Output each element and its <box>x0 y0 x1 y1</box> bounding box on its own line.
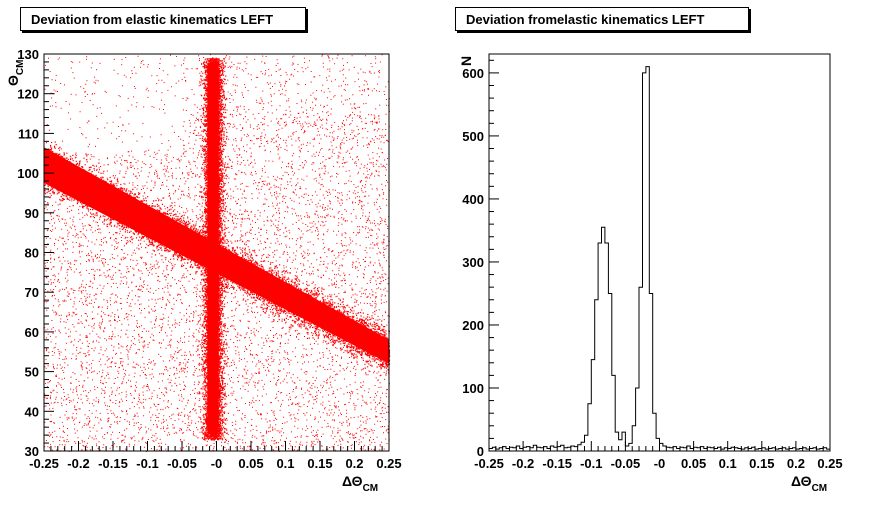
scatter-y-tick-label: 30 <box>25 444 39 459</box>
scatter-y-tick-label: 60 <box>25 325 39 340</box>
scatter-y-tick-label: 80 <box>25 246 39 261</box>
scatter-y-tick-label: 70 <box>25 285 39 300</box>
histogram-x-axis-label: ΔΘCM <box>791 473 827 494</box>
scatter-y-tick-label: 130 <box>17 47 39 62</box>
right-chart-title: Deviation fromelastic kinematics LEFT <box>455 7 749 31</box>
histogram-y-tick-label: 0 <box>477 444 484 459</box>
histogram-frame <box>488 53 831 452</box>
histogram-x-tick-label: 0.25 <box>817 456 842 471</box>
scatter-axes: -0.25 -0.2 -0.15 -0.1 -0.05 -0 0.05 0.1 0.15 0.2 0… <box>17 47 401 471</box>
histogram-y-tick-label: 300 <box>462 255 484 270</box>
histogram-y-tick-label: 100 <box>462 381 484 396</box>
scatter-y-tick-label: 90 <box>25 206 39 221</box>
scatter-y-tick-label: 40 <box>25 404 39 419</box>
scatter-x-tick-label: 0.25 <box>376 456 401 471</box>
scatter-x-tick-label: -0.15 <box>98 456 128 471</box>
histogram-x-tick-label: -0 <box>654 456 666 471</box>
left-chart-title: Deviation from elastic kinematics LEFT <box>20 7 306 31</box>
scatter-x-tick-label: -0.05 <box>167 456 197 471</box>
scatter-x-tick-label: -0 <box>211 456 223 471</box>
histogram-x-tick-label: 0.1 <box>719 456 737 471</box>
scatter-y-tick-label: 110 <box>18 126 39 141</box>
histogram-y-tick-label: 400 <box>462 192 484 207</box>
scatter-x-tick-label: -0.25 <box>29 456 59 471</box>
scatter-x-tick-label: 0.1 <box>276 456 294 471</box>
scatter-x-tick-label: -0.1 <box>136 456 158 471</box>
scatter-y-axis-label: ΘCM <box>5 60 26 86</box>
histogram-axes: -0.25 -0.2 -0.15 -0.1 -0.05 -0 0.05 0.1 0.15 0.2 0… <box>462 59 843 471</box>
scatter-y-tick-label: 120 <box>17 87 39 102</box>
scatter-x-tick-label: -0.2 <box>67 456 89 471</box>
scatter-x-tick-label: 0.2 <box>345 456 363 471</box>
scatter-diagonal-band-core <box>44 147 389 364</box>
histogram-y-tick-label: 200 <box>462 318 484 333</box>
scatter-chart: -0.25 -0.2 -0.15 -0.1 -0.05 -0 0.05 0.1 0.15 0.2 0… <box>5 47 402 494</box>
histogram-y-tick-label: 500 <box>462 129 484 144</box>
histogram-x-tick-label: -0.15 <box>542 456 572 471</box>
histogram-chart: -0.25 -0.2 -0.15 -0.1 -0.05 -0 0.05 0.1 0.15 0.2 0… <box>458 53 843 494</box>
scatter-x-axis-label: ΔΘCM <box>342 473 378 494</box>
histogram-x-tick-label: 0.15 <box>749 456 774 471</box>
histogram-y-axis-label: N <box>458 56 474 66</box>
scatter-x-tick-label: 0.15 <box>307 456 332 471</box>
histogram-x-tick-label: 0.2 <box>787 456 805 471</box>
scatter-y-tick-label: 50 <box>25 365 39 380</box>
histogram-x-tick-label: -0.1 <box>580 456 602 471</box>
scatter-x-tick-label: 0.05 <box>238 456 263 471</box>
histogram-x-tick-label: -0.2 <box>512 456 534 471</box>
histogram-outline <box>488 66 831 451</box>
histogram-x-tick-label: -0.05 <box>611 456 641 471</box>
histogram-x-tick-label: -0.25 <box>474 456 504 471</box>
scatter-y-tick-label: 100 <box>17 166 39 181</box>
histogram-x-tick-label: 0.05 <box>681 456 706 471</box>
histogram-y-tick-label: 600 <box>462 66 484 81</box>
scatter-band-points <box>44 58 391 441</box>
